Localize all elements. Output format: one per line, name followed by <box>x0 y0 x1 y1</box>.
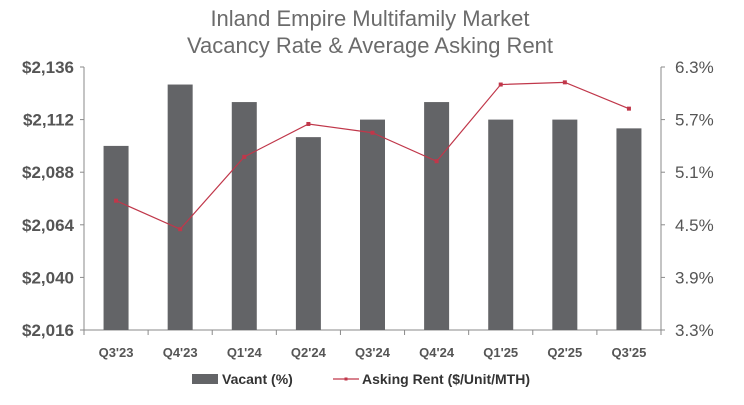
right-tick-label: 5.1% <box>675 163 714 182</box>
bar-vacant <box>424 102 450 330</box>
bar-vacant <box>167 84 193 331</box>
bar-vacant <box>552 119 578 330</box>
legend-swatch-rent-marker <box>344 377 348 381</box>
right-tick-label: 4.5% <box>675 216 714 235</box>
bar-vacant <box>103 145 129 330</box>
right-tick-label: 5.7% <box>675 111 714 130</box>
bar-vacant <box>231 102 257 330</box>
x-tick-label: Q2'25 <box>547 345 582 360</box>
left-tick-label: $2,136 <box>22 58 74 77</box>
x-tick-label: Q1'24 <box>227 345 263 360</box>
left-tick-label: $2,040 <box>22 268 74 287</box>
bar-vacant <box>360 119 385 330</box>
left-tick-label: $2,016 <box>22 321 74 340</box>
x-tick-label: Q3'25 <box>611 345 646 360</box>
x-tick-label: Q3'24 <box>355 345 391 360</box>
left-tick-label: $2,088 <box>22 163 74 182</box>
x-tick-label: Q2'24 <box>291 345 327 360</box>
asking-rent-point <box>626 106 631 111</box>
right-tick-label: 3.9% <box>675 268 714 287</box>
left-tick-label: $2,064 <box>22 216 75 235</box>
left-tick-label: $2,112 <box>23 111 74 130</box>
asking-rent-point <box>370 130 375 135</box>
legend-swatch-vacant <box>192 374 218 384</box>
chart-title-line-1: Inland Empire Multifamily Market <box>210 6 529 31</box>
bar-vacant <box>295 137 321 330</box>
asking-rent-point <box>498 82 503 87</box>
chart-title-line-2: Vacancy Rate & Average Asking Rent <box>187 33 553 58</box>
asking-rent-point <box>434 159 439 164</box>
x-tick-label: Q4'23 <box>163 345 198 360</box>
asking-rent-point <box>114 198 119 203</box>
asking-rent-point <box>242 154 247 159</box>
asking-rent-point <box>178 227 183 232</box>
asking-rent-point <box>562 80 567 85</box>
x-tick-label: Q4'24 <box>419 345 455 360</box>
legend: Vacant (%) Asking Rent ($/Unit/MTH) <box>192 371 530 387</box>
right-tick-label: 6.3% <box>675 58 714 77</box>
x-tick-label: Q1'25 <box>483 345 518 360</box>
legend-label-vacant: Vacant (%) <box>222 371 293 387</box>
bar-vacant <box>616 128 642 330</box>
right-tick-label: 3.3% <box>675 321 714 340</box>
legend-label-rent: Asking Rent ($/Unit/MTH) <box>362 371 530 387</box>
x-tick-label: Q3'23 <box>99 345 134 360</box>
asking-rent-point <box>306 121 311 126</box>
bar-vacant <box>488 119 514 330</box>
